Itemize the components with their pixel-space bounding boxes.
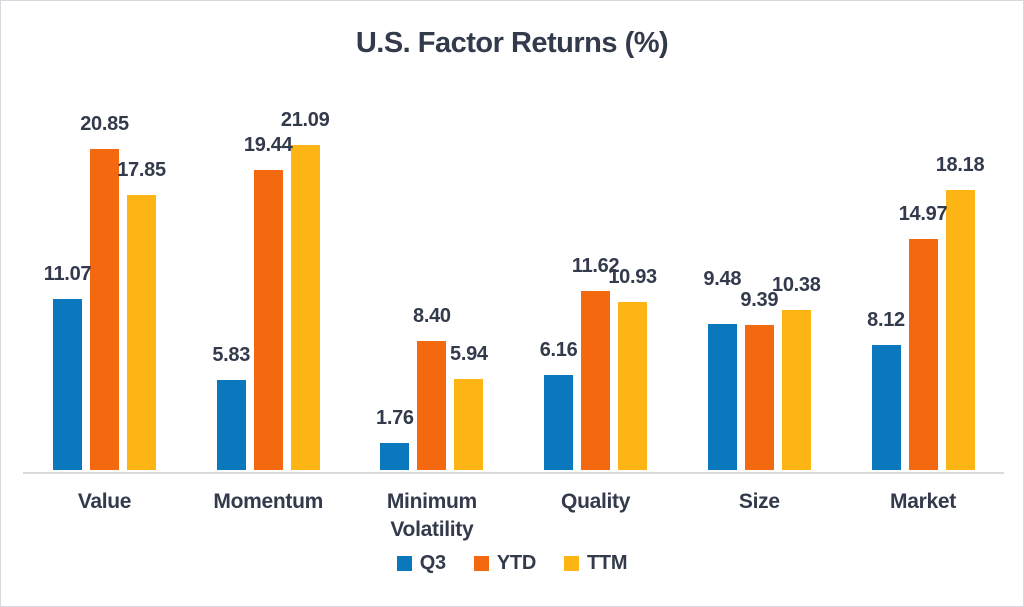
bar-ytd-market [908, 239, 938, 470]
value-label-q3-size: 9.48 [703, 268, 742, 291]
bar-ytd-minimum-volatility [417, 340, 447, 470]
legend-item-ytd[interactable]: YTD [473, 552, 536, 575]
legend: Q3 YTD TTM [1, 552, 1023, 575]
value-label-ytd-minimum-volatility: 8.40 [413, 304, 451, 327]
bar-q3-momentum [216, 380, 246, 470]
bar-ttm-momentum [290, 145, 320, 470]
value-label-q3-momentum: 5.83 [212, 344, 251, 367]
value-label-ytd-value: 20.85 [80, 112, 129, 135]
value-label-ytd-quality: 11.62 [571, 254, 620, 277]
value-label-ytd-size: 9.39 [740, 289, 779, 312]
value-label-q3-market: 8.12 [867, 308, 905, 331]
category-label-value: Value [77, 490, 132, 513]
bar-ttm-quality [618, 301, 648, 470]
value-label-ttm-value: 17.85 [117, 158, 166, 181]
value-label-ttm-momentum: 21.09 [280, 109, 330, 131]
legend-label: YTD [496, 552, 536, 574]
legend-swatch-icon [473, 556, 489, 571]
bar-q3-quality [544, 375, 574, 470]
legend-label: TTM [587, 552, 628, 574]
category-label-minimum-volatility: Minimum Volatility [386, 490, 477, 541]
bar-ytd-quality [581, 290, 611, 470]
value-label-ttm-market: 18.18 [935, 153, 985, 176]
category-label-quality: Quality [561, 490, 631, 513]
bar-q3-minimum-volatility [380, 442, 410, 470]
bar-q3-size [707, 323, 737, 470]
bar-ttm-value [127, 194, 156, 470]
bar-q3-value [53, 299, 82, 470]
legend-item-ttm[interactable]: TTM [564, 552, 628, 575]
category-label-market: Market [890, 490, 956, 513]
value-label-q3-quality: 6.16 [539, 339, 578, 362]
legend-label: Q3 [419, 552, 446, 574]
value-label-ttm-minimum-volatility: 5.94 [450, 342, 488, 365]
value-label-ytd-momentum: 19.44 [243, 134, 293, 157]
chart-title: U.S. Factor Returns (%) [355, 27, 669, 59]
value-label-q3-value: 11.07 [43, 263, 92, 286]
category-label-size: Size [738, 490, 780, 513]
bar-ytd-size [744, 325, 774, 470]
bar-ytd-value [90, 148, 119, 470]
x-axis-line [23, 472, 1004, 474]
value-label-q3-minimum-volatility: 1.76 [376, 406, 414, 429]
bar-ttm-minimum-volatility [454, 378, 484, 470]
bar-ytd-momentum [253, 170, 283, 470]
value-label-ttm-quality: 10.93 [608, 265, 657, 288]
bar-q3-market [871, 344, 901, 470]
bar-ttm-market [945, 189, 975, 470]
value-label-ttm-size: 10.38 [772, 274, 821, 296]
legend-swatch-icon [396, 556, 412, 571]
legend-swatch-icon [564, 556, 579, 571]
value-label-ytd-market: 14.97 [898, 203, 948, 226]
bar-ttm-size [781, 310, 811, 470]
category-label-momentum: Momentum [213, 490, 323, 513]
legend-item-q3[interactable]: Q3 [396, 552, 446, 575]
